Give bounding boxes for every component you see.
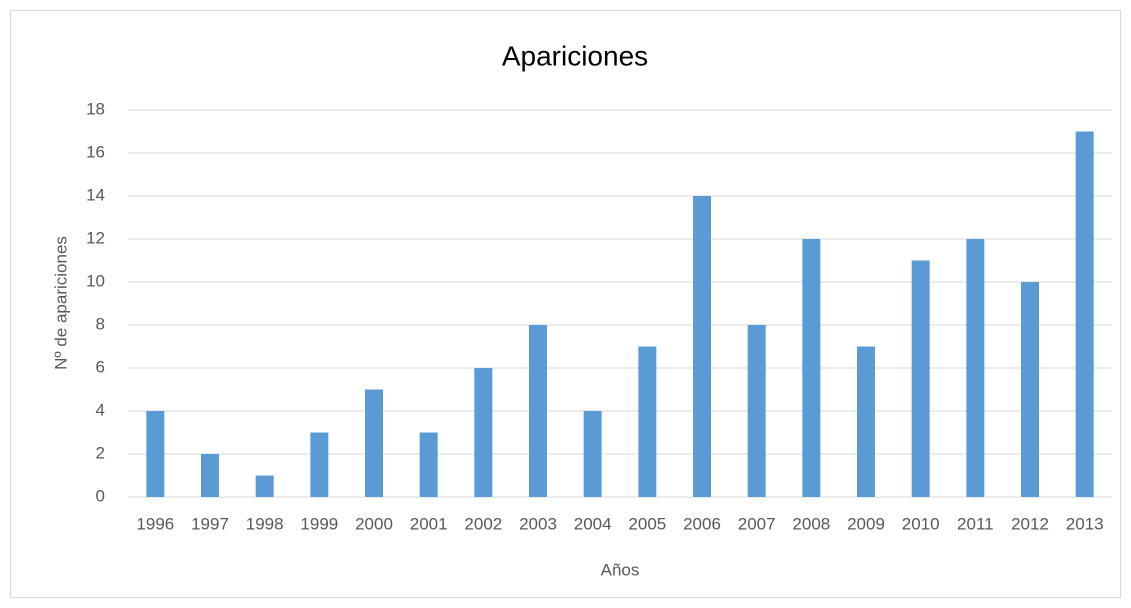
x-tick-label: 1997 bbox=[191, 514, 229, 533]
x-tick-label: 2003 bbox=[519, 514, 557, 533]
bar bbox=[365, 389, 383, 497]
x-tick-label: 2004 bbox=[574, 514, 612, 533]
x-axis-title: Años bbox=[601, 560, 640, 579]
x-tick-label: 2000 bbox=[355, 514, 393, 533]
chart-border bbox=[10, 10, 1121, 598]
bar bbox=[529, 325, 547, 497]
x-tick-label: 1998 bbox=[246, 514, 284, 533]
bar bbox=[1021, 282, 1039, 497]
bar bbox=[911, 260, 930, 497]
x-tick-label: 2013 bbox=[1066, 514, 1104, 533]
x-tick-label: 2010 bbox=[902, 514, 940, 533]
y-tick-label: 4 bbox=[96, 400, 105, 419]
bar bbox=[201, 454, 219, 497]
y-tick-label: 8 bbox=[96, 314, 105, 333]
bar bbox=[419, 432, 438, 497]
bar bbox=[638, 346, 657, 497]
x-tick-label: 2001 bbox=[410, 514, 448, 533]
y-tick-label: 18 bbox=[86, 99, 105, 118]
x-tick-label: 2002 bbox=[464, 514, 502, 533]
y-axis-title: Nº de apariciones bbox=[51, 236, 70, 370]
y-tick-label: 2 bbox=[96, 443, 105, 462]
bar bbox=[747, 325, 766, 497]
x-tick-label: 2011 bbox=[957, 514, 994, 533]
y-tick-label: 0 bbox=[96, 486, 105, 505]
x-tick-label: 2006 bbox=[683, 514, 721, 533]
x-tick-label: 2008 bbox=[792, 514, 830, 533]
y-tick-label: 12 bbox=[86, 228, 105, 247]
x-tick-label: 2012 bbox=[1011, 514, 1049, 533]
x-tick-label: 2007 bbox=[738, 514, 776, 533]
x-tick-label: 1999 bbox=[300, 514, 338, 533]
bar bbox=[1075, 131, 1094, 497]
y-tick-label: 14 bbox=[86, 185, 105, 204]
y-tick-label: 6 bbox=[96, 357, 105, 376]
y-tick-label: 16 bbox=[86, 142, 105, 161]
bar bbox=[474, 368, 493, 497]
bar bbox=[583, 411, 602, 497]
x-tick-label: 2009 bbox=[847, 514, 885, 533]
y-tick-label: 10 bbox=[86, 271, 105, 290]
x-tick-label: 1996 bbox=[136, 514, 174, 533]
bar bbox=[310, 432, 329, 497]
x-tick-label: 2005 bbox=[628, 514, 666, 533]
chart-title: Apariciones bbox=[502, 40, 648, 71]
bar bbox=[857, 346, 875, 497]
bar bbox=[255, 475, 274, 497]
bar bbox=[966, 239, 985, 497]
bar bbox=[693, 196, 711, 497]
bar bbox=[802, 239, 821, 497]
bar bbox=[146, 411, 165, 497]
